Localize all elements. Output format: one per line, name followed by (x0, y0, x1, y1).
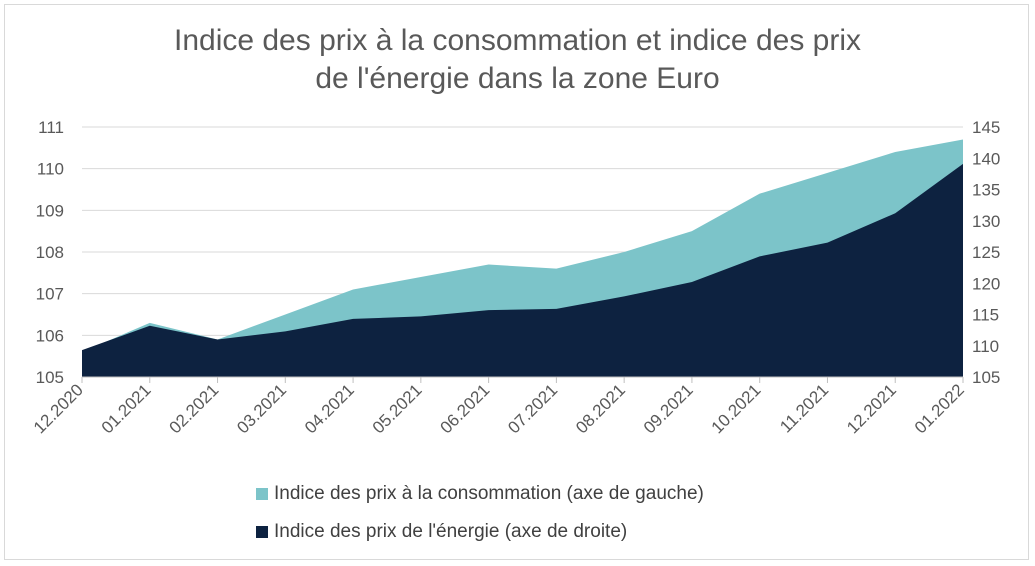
y-right-tick-label: 125 (972, 243, 1000, 262)
series-area-energy (82, 163, 963, 377)
y-right-tick-label: 135 (972, 181, 1000, 200)
x-tick-label: 12.2020 (30, 380, 87, 437)
legend-item-cpi: Indice des prix à la consommation (axe d… (256, 483, 704, 505)
x-tick-label: 10.2021 (708, 380, 765, 437)
y-right-tick-label: 110 (972, 337, 999, 356)
legend-swatch-cpi (256, 488, 268, 500)
y-left-tick-label: 105 (36, 368, 64, 387)
legend-item-energy: Indice des prix de l'énergie (axe de dro… (256, 521, 627, 543)
x-tick-label: 04.2021 (301, 380, 358, 437)
chart-frame (4, 4, 1029, 560)
x-tick-label: 02.2021 (165, 380, 222, 437)
x-tick-label: 11.2021 (776, 380, 832, 436)
y-left-tick-label: 111 (38, 118, 64, 137)
x-tick-label: 08.2021 (572, 380, 629, 437)
legend-label-energy: Indice des prix de l'énergie (axe de dro… (274, 521, 628, 542)
y-right-tick-label: 140 (972, 149, 1000, 168)
legend-label-cpi: Indice des prix à la consommation (axe d… (274, 483, 704, 504)
x-tick-label: 05.2021 (369, 380, 426, 437)
x-tick-label: 07.2021 (504, 380, 561, 437)
legend-swatch-energy (256, 526, 268, 538)
y-left-tick-label: 109 (36, 201, 64, 220)
chart-title: Indice des prix à la consommation et ind… (0, 22, 1035, 98)
y-left-tick-label: 110 (37, 160, 64, 179)
chart-title-line-1: Indice des prix à la consommation et ind… (173, 24, 861, 57)
y-left-tick-label: 106 (36, 326, 64, 345)
y-right-tick-label: 145 (972, 118, 1000, 137)
x-tick-label: 09.2021 (640, 380, 697, 437)
x-tick-label: 06.2021 (437, 380, 494, 437)
chart-title-line-2: de l'énergie dans la zone Euro (315, 62, 720, 95)
y-right-tick-label: 130 (972, 212, 1000, 231)
y-right-tick-label: 105 (972, 368, 1000, 387)
x-tick-label: 01.2021 (98, 380, 155, 437)
x-tick-label: 03.2021 (233, 380, 290, 437)
y-left-tick-label: 107 (36, 285, 64, 304)
y-right-tick-label: 115 (972, 306, 999, 325)
x-tick-label: 01.2022 (911, 380, 968, 437)
y-right-tick-label: 120 (972, 274, 1000, 293)
y-left-tick-label: 108 (36, 243, 64, 262)
x-tick-label: 12.2021 (843, 380, 900, 437)
